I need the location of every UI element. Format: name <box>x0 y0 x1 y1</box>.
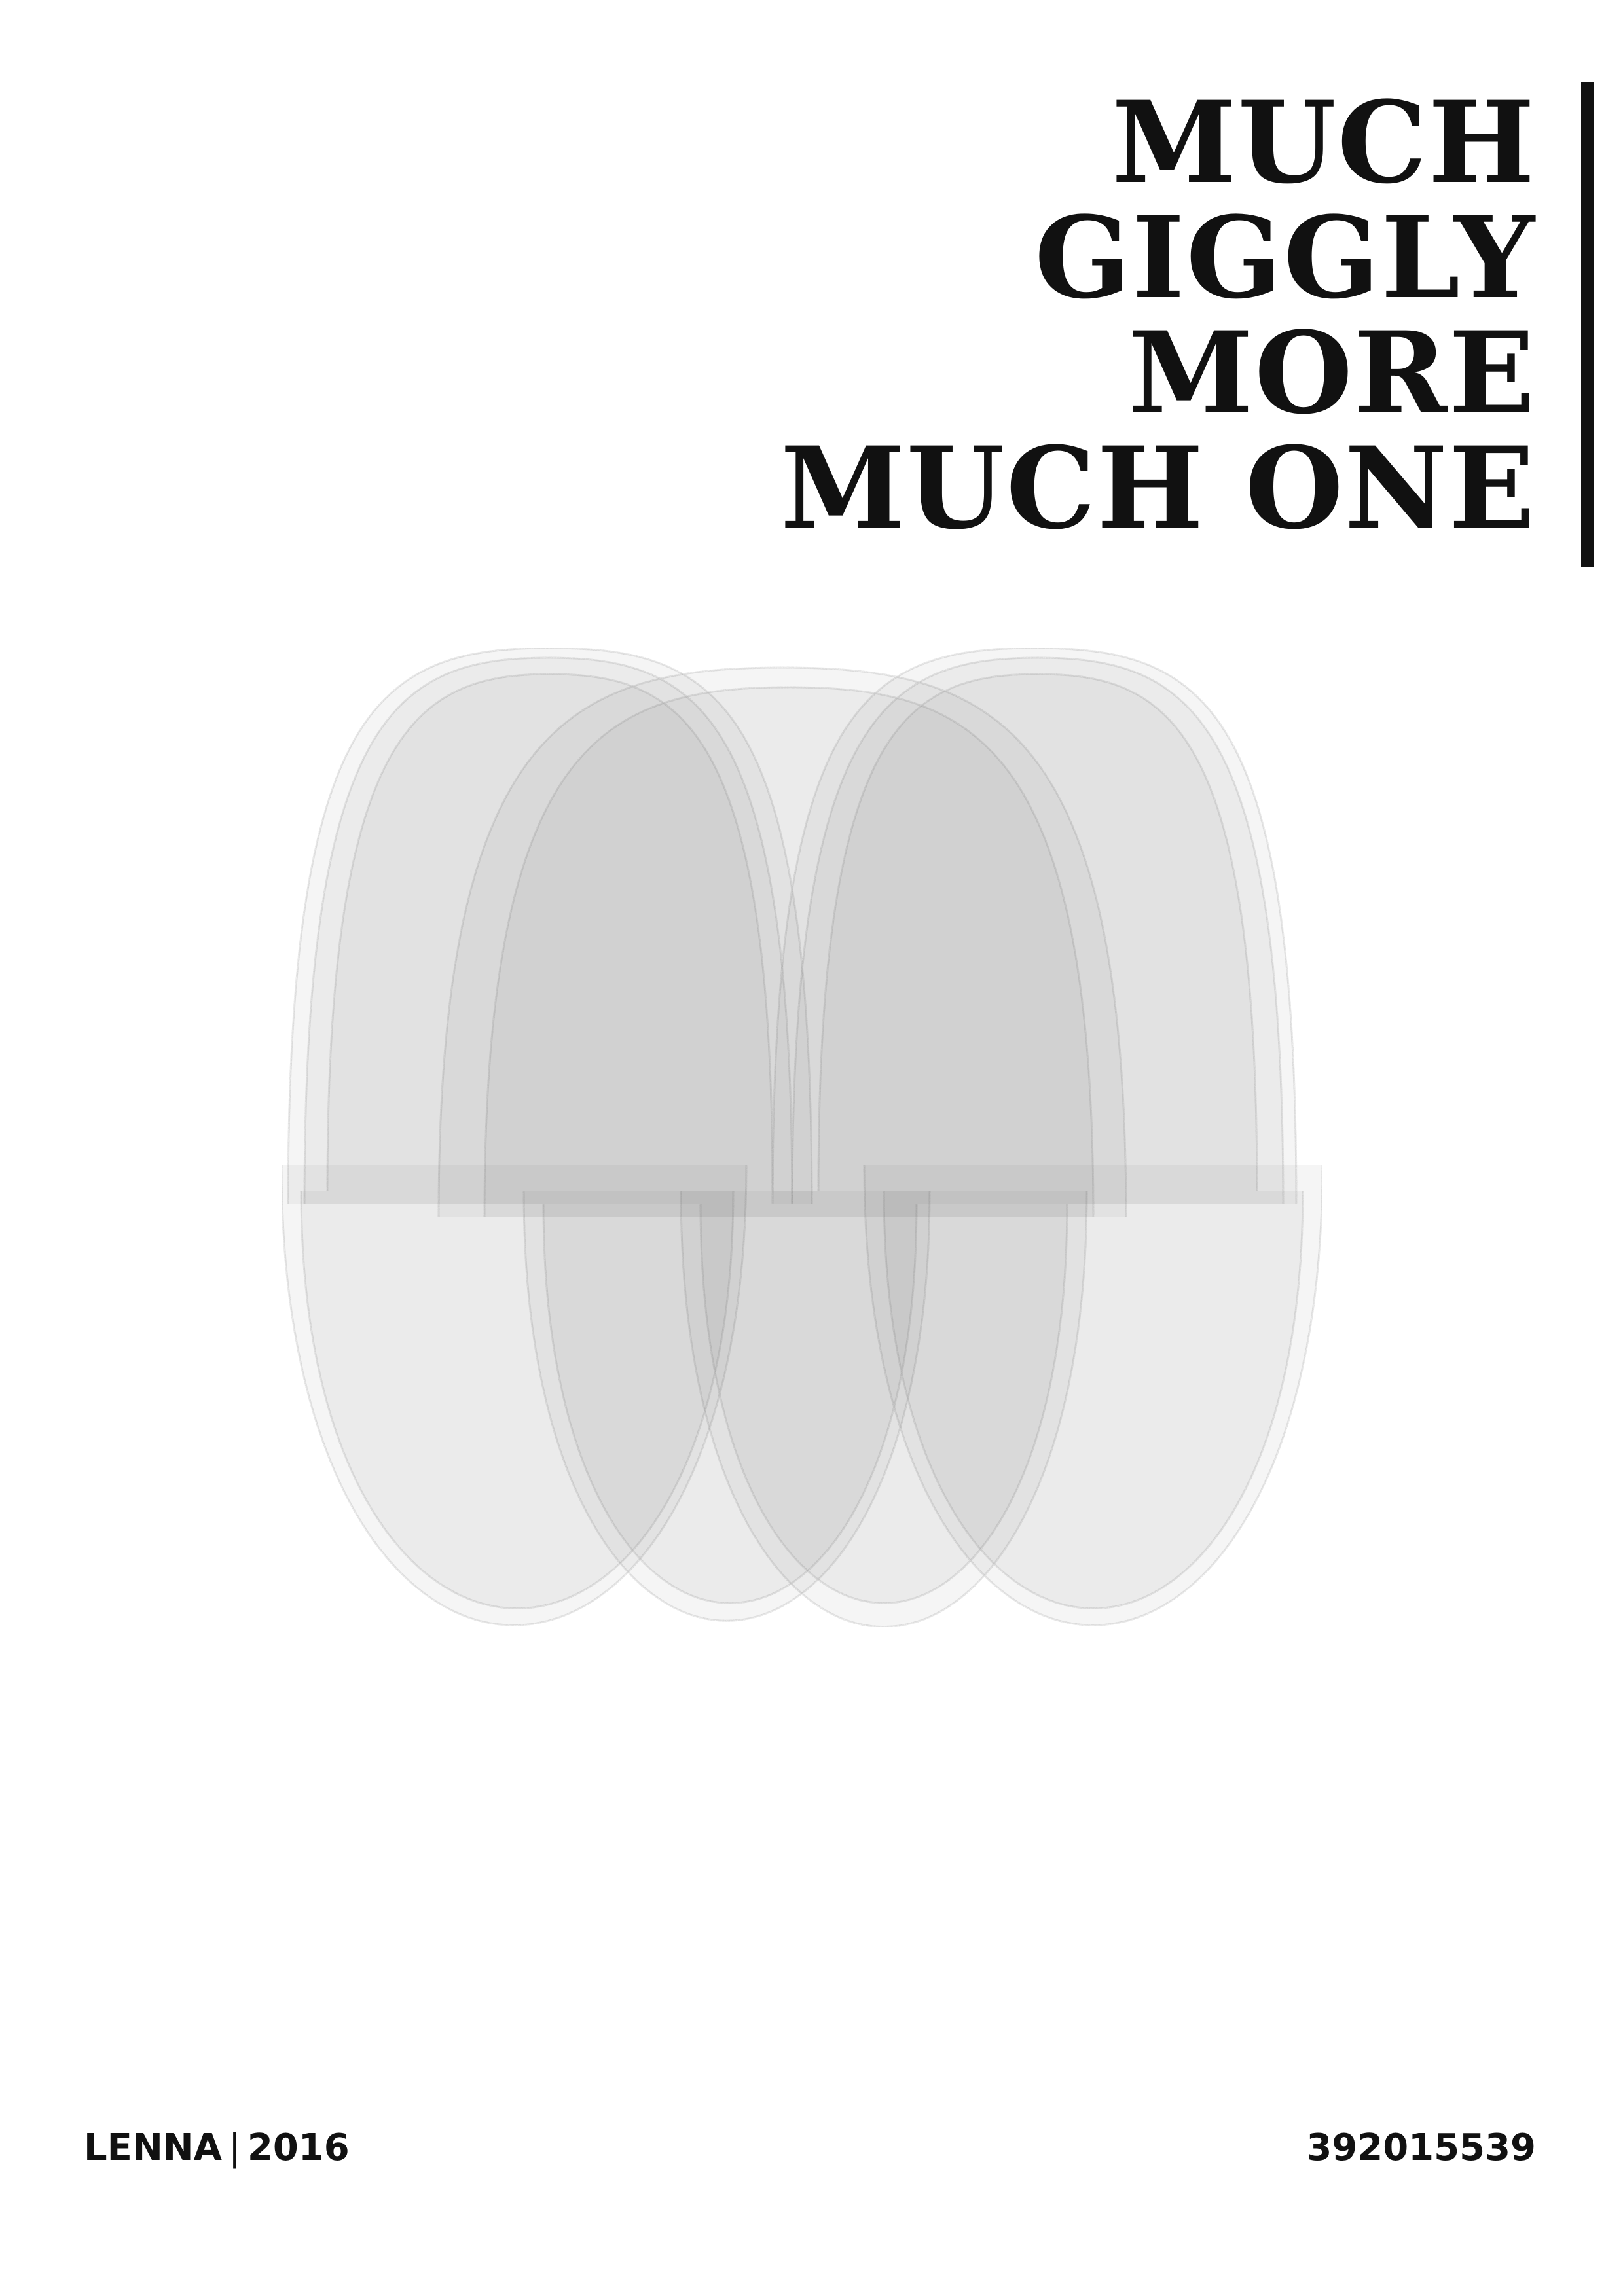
artwork-bowl-curve <box>863 1164 1324 1626</box>
artwork-arch-fill <box>773 648 1296 1204</box>
artwork-arch-curve <box>303 656 793 1205</box>
artwork-arch-fill <box>304 658 792 1204</box>
artwork-arch-fill <box>327 674 773 1191</box>
attractor-artwork <box>280 647 1324 1628</box>
footer-credit: LENNA | 2016 <box>84 2127 350 2169</box>
artwork-bowl-fill <box>701 1204 1067 1604</box>
artwork-bowl-fill <box>864 1165 1322 1626</box>
artwork-arch-fill <box>288 648 812 1204</box>
title-line-2: GIGGLY <box>1034 191 1536 324</box>
footer-year: 2016 <box>247 2126 350 2169</box>
title-line-1: MUCH <box>1112 76 1536 209</box>
title-line-4: MUCH ONE <box>780 422 1536 554</box>
artwork-bowl-fill <box>543 1204 917 1604</box>
artwork-arch-curve <box>791 656 1285 1205</box>
artwork-arch-curve <box>437 666 1127 1218</box>
artwork-bowl-fill <box>681 1191 1087 1627</box>
artwork-bowl-curve <box>522 1191 931 1622</box>
artwork-arch-fill <box>439 668 1126 1217</box>
artwork-bowl-curve <box>699 1204 1068 1604</box>
artwork-arch-curve <box>326 673 774 1192</box>
title-vertical-rule <box>1581 82 1594 567</box>
artwork-bowl-fill <box>524 1191 930 1621</box>
artwork-arch-fill <box>484 687 1093 1217</box>
footer-serial: 392015539 <box>1306 2126 1536 2169</box>
artwork-bowl-curve <box>883 1191 1304 1609</box>
artwork-arch-curve <box>817 673 1258 1192</box>
artwork-bowl-curve <box>280 1164 748 1626</box>
artwork-arch-fill <box>792 658 1283 1204</box>
poster-title: MUCH GIGGLY MORE MUCH ONE <box>780 85 1536 546</box>
artwork-bowl-curve <box>300 1191 735 1609</box>
artwork-bowl-fill <box>884 1191 1303 1609</box>
artwork-bowl-curve <box>542 1204 918 1604</box>
artwork-bowl-curve <box>680 1191 1088 1628</box>
footer-separator: | <box>228 2126 241 2169</box>
artwork-bowl-fill <box>282 1165 746 1626</box>
artwork-arch-curve <box>483 686 1095 1218</box>
artwork-arch-fill <box>818 674 1257 1191</box>
artwork-arch-curve <box>287 647 813 1205</box>
artwork-arch-curve <box>771 647 1298 1205</box>
artwork-bowl-fill <box>301 1191 733 1609</box>
footer-author: LENNA <box>84 2126 223 2169</box>
title-line-3: MORE <box>1128 306 1536 439</box>
